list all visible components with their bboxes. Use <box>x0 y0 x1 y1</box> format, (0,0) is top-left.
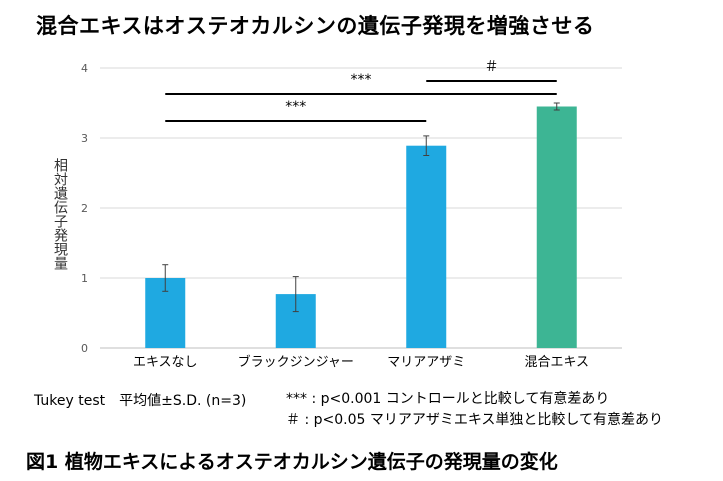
x-tick-label: マリアアザミ <box>387 355 465 370</box>
significance-note-2: ＃ : p<0.05 マリアアザミエキス単独と比較して有意差あり <box>286 412 664 428</box>
significance-label: *** <box>285 99 306 115</box>
y-axis-label: 相対遺伝子発現量 <box>52 158 68 270</box>
statistics-note: Tukey test 平均値±S.D. (n=3) <box>34 393 247 409</box>
significance-label: *** <box>351 72 372 88</box>
x-tick-label: ブラックジンジャー <box>238 354 354 370</box>
y-tick-label: 0 <box>81 342 88 355</box>
y-tick-label: 3 <box>81 132 88 145</box>
significance-label: ＃ <box>485 59 499 75</box>
y-tick-label: 2 <box>81 202 88 215</box>
x-tick-label: 混合エキス <box>524 355 589 370</box>
x-tick-label: エキスなし <box>133 355 198 370</box>
y-tick-label: 1 <box>81 272 88 285</box>
chart-title: 混合エキスはオステオカルシンの遺伝子発現を増強させる <box>36 14 595 38</box>
bar <box>406 145 447 348</box>
significance-note-1: *** : p<0.001 コントロールと比較して有意差あり <box>286 391 610 407</box>
figure-caption: 図1 植物エキスによるオステオカルシン遺伝子の発現量の変化 <box>26 451 558 473</box>
bar <box>536 106 577 348</box>
y-tick-label: 4 <box>81 62 88 75</box>
